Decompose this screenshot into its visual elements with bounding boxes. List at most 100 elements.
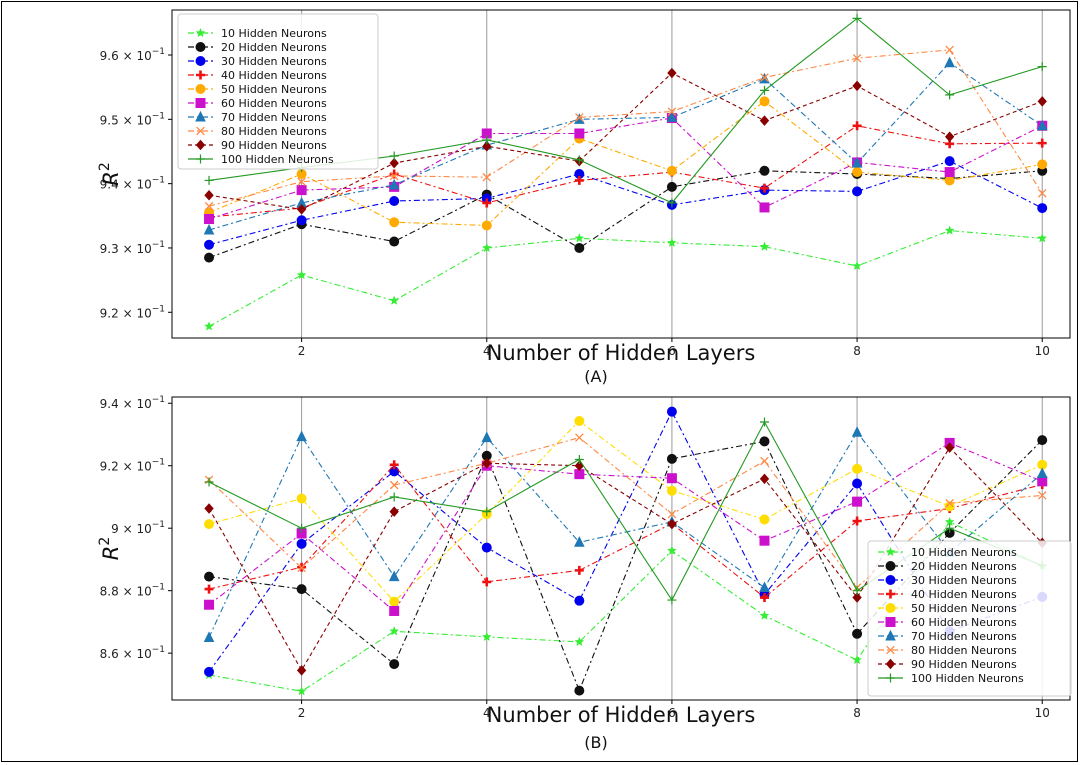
data-point <box>204 175 214 185</box>
legend-marker <box>195 56 206 66</box>
data-point <box>667 509 677 519</box>
legend-marker <box>886 673 895 683</box>
data-point <box>944 156 955 167</box>
legend-item: 60 Hidden Neurons <box>188 97 327 110</box>
data-point <box>296 215 307 226</box>
data-point <box>482 457 492 469</box>
data-point <box>575 433 584 442</box>
y-tick-label: 9.5 × 10−1 <box>100 111 165 127</box>
y-tick-label: 9.6 × 10−1 <box>100 47 165 63</box>
legend-label: 10 Hidden Neurons <box>911 546 1017 559</box>
legend-marker <box>886 645 895 655</box>
data-point <box>1037 62 1047 72</box>
data-point <box>667 107 677 116</box>
legend-label: 60 Hidden Neurons <box>221 97 327 110</box>
y-tick-label: 9.2 × 10−1 <box>100 304 165 320</box>
data-point <box>389 169 399 179</box>
data-point <box>852 53 862 63</box>
legend-label: 90 Hidden Neurons <box>221 139 327 152</box>
series-line <box>208 420 1043 603</box>
data-point <box>852 592 862 603</box>
data-point <box>759 593 769 603</box>
data-point <box>759 202 770 213</box>
series-line <box>208 170 1043 259</box>
x-tick-label: 10 <box>1035 344 1050 358</box>
data-point <box>574 416 585 427</box>
data-point <box>759 436 770 447</box>
data-point <box>666 181 677 192</box>
series-line <box>208 431 1043 638</box>
legend-label: 10 Hidden Neurons <box>221 27 327 40</box>
data-point <box>204 584 214 594</box>
x-axis-title: Number of Hidden Layers <box>487 341 756 365</box>
legend-marker <box>886 589 895 599</box>
series-80-hidden-neurons <box>204 45 1047 211</box>
legend-item: 40 Hidden Neurons <box>878 588 1017 601</box>
data-point <box>296 686 307 696</box>
series-line <box>208 521 1043 692</box>
data-point <box>945 90 955 100</box>
data-point <box>204 571 215 582</box>
legend-marker <box>885 546 896 557</box>
data-point <box>759 241 770 251</box>
legend-label: 70 Hidden Neurons <box>911 630 1017 643</box>
data-point <box>389 492 399 502</box>
data-point <box>667 198 677 208</box>
series-50-hidden-neurons <box>204 96 1048 231</box>
data-point <box>1037 138 1047 148</box>
data-point <box>945 498 954 508</box>
data-point <box>852 167 863 178</box>
data-point <box>389 157 399 169</box>
x-tick-label: 10 <box>1035 706 1050 720</box>
data-point <box>574 175 584 185</box>
data-point <box>204 321 214 331</box>
data-point <box>482 135 492 145</box>
data-point <box>574 242 585 253</box>
legend-item: 10 Hidden Neurons <box>878 546 1017 559</box>
data-point <box>482 141 492 152</box>
data-point <box>759 96 770 107</box>
legend-marker <box>885 603 896 613</box>
series-line <box>208 125 1043 218</box>
data-point <box>203 223 215 235</box>
data-point <box>1037 435 1048 446</box>
legend-item: 100 Hidden Neurons <box>878 672 1024 685</box>
legend-label: 50 Hidden Neurons <box>911 602 1017 615</box>
legend-item: 60 Hidden Neurons <box>878 616 1017 629</box>
data-point <box>574 636 585 647</box>
legend-item: 90 Hidden Neurons <box>188 139 327 152</box>
y-tick-label: 9 × 10−1 <box>111 520 165 536</box>
data-point <box>296 269 307 280</box>
series-line <box>208 442 1043 612</box>
data-point <box>945 45 954 55</box>
y-tick-label: 9.4 × 10−1 <box>100 176 165 192</box>
data-point <box>759 581 770 593</box>
plot-area-border <box>171 9 1071 339</box>
data-point <box>759 473 770 485</box>
data-point <box>482 198 492 208</box>
data-point <box>666 406 677 417</box>
legend-item: 100 Hidden Neurons <box>188 153 334 166</box>
data-point <box>759 610 770 620</box>
data-point <box>204 201 214 211</box>
legend-label: 20 Hidden Neurons <box>221 41 327 54</box>
data-point <box>852 628 863 639</box>
data-point <box>667 518 677 530</box>
data-point <box>574 155 584 165</box>
series-20-hidden-neurons <box>204 165 1048 263</box>
data-point <box>204 666 215 677</box>
data-point <box>1036 467 1048 479</box>
data-point <box>296 584 307 595</box>
legend-label: 30 Hidden Neurons <box>911 574 1017 587</box>
data-point <box>389 217 400 228</box>
x-tick-label: 2 <box>298 344 306 358</box>
legend-label: 100 Hidden Neurons <box>911 672 1024 685</box>
data-point <box>204 189 214 201</box>
x-tick-label: 2 <box>298 706 306 720</box>
legend-label: 80 Hidden Neurons <box>911 644 1017 657</box>
data-point <box>481 220 492 231</box>
data-point <box>482 577 492 587</box>
legend-label: 40 Hidden Neurons <box>911 588 1017 601</box>
legend-box <box>177 13 379 170</box>
